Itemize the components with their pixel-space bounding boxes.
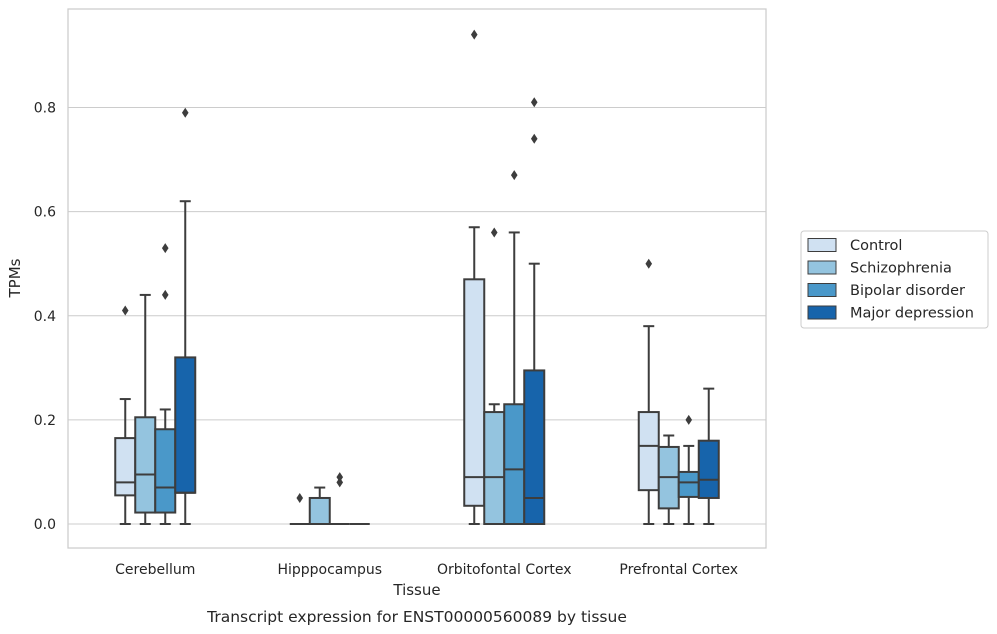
outlier-point	[296, 492, 304, 503]
y-tick-label: 0.0	[34, 517, 56, 533]
box-iqr	[483, 411, 506, 525]
outlier-point	[121, 305, 129, 316]
y-tick-label: 0.2	[34, 413, 56, 429]
box-iqr	[134, 416, 157, 514]
box-group	[174, 107, 197, 525]
outlier-point	[510, 170, 518, 181]
outlier-point	[181, 107, 189, 118]
box-group	[697, 387, 720, 525]
box-iqr	[114, 437, 137, 497]
legend-label: Schizophrenia	[850, 261, 952, 277]
legend: Control Schizophrenia Bipolar disorder Majo…	[800, 230, 989, 329]
x-tick-label: Hipppocampus	[277, 562, 382, 578]
x-tick-label: Prefrontal Cortex	[619, 562, 738, 578]
box-group	[308, 486, 331, 525]
box-group	[289, 492, 310, 525]
x-tick-labels: Cerebellum Hipppocampus Orbitofontal Corte…	[115, 562, 738, 578]
outlier-point	[645, 258, 653, 269]
box-group	[463, 29, 486, 525]
box-iqr	[677, 470, 700, 498]
outlier-point	[685, 414, 693, 425]
legend-swatch	[807, 283, 837, 297]
box-iqr	[637, 411, 660, 492]
x-tick-label: Cerebellum	[115, 562, 195, 578]
box-group	[637, 258, 660, 525]
outlier-point	[161, 289, 169, 300]
y-axis-title: TPMs	[6, 258, 24, 298]
box-iqr	[697, 439, 720, 499]
box-group	[329, 472, 350, 525]
legend-swatch	[807, 305, 837, 320]
x-axis-title: Tissue	[392, 581, 440, 599]
box-group	[523, 97, 546, 525]
outlier-point	[336, 472, 344, 483]
box-group	[154, 243, 177, 525]
legend-label: Control	[850, 238, 902, 254]
box-group	[657, 434, 680, 525]
outlier-point	[530, 133, 538, 144]
outlier-point	[530, 97, 538, 108]
box-iqr	[308, 496, 331, 525]
box-iqr	[503, 403, 526, 526]
box-iqr	[154, 428, 177, 514]
outlier-point	[161, 243, 169, 254]
x-tick-label: Orbitofontal Cortex	[437, 562, 572, 578]
y-tick-labels: 0.0 0.2 0.4 0.6 0.8	[34, 101, 56, 534]
y-tick-label: 0.6	[34, 205, 56, 221]
y-tick-label: 0.8	[34, 101, 56, 117]
y-tick-label: 0.4	[34, 309, 56, 325]
legend-swatch	[807, 260, 837, 275]
plot-frame	[67, 8, 767, 549]
box-iqr	[523, 369, 546, 525]
box-iqr	[174, 356, 197, 494]
legend-swatch	[807, 238, 837, 252]
outlier-point	[470, 29, 478, 40]
outlier-point	[336, 477, 344, 488]
chart-caption: Transcript expression for ENST0000056008…	[206, 608, 627, 626]
box-group	[677, 414, 700, 525]
box-group	[483, 227, 506, 525]
legend-frame	[800, 230, 989, 329]
outlier-point	[490, 227, 498, 238]
legend-label: Major depression	[850, 306, 974, 322]
legend-label: Bipolar disorder	[850, 283, 965, 299]
box-marks	[114, 29, 720, 526]
box-group	[503, 170, 526, 526]
box-group	[114, 305, 137, 525]
box-iqr	[463, 278, 486, 507]
box-group	[134, 293, 157, 525]
